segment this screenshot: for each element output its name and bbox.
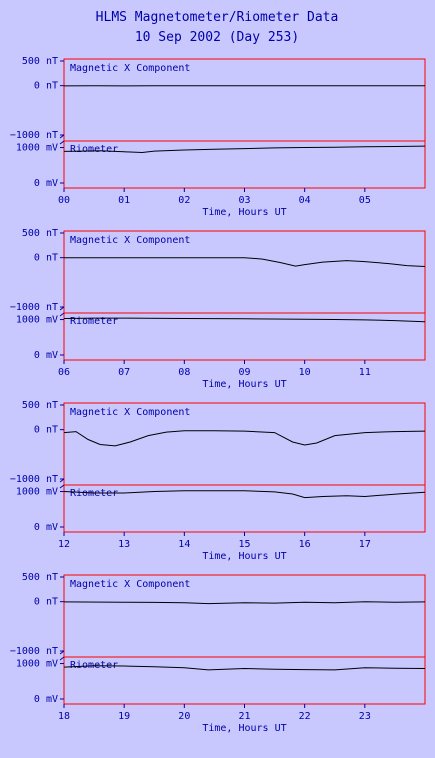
magnetic-y-tick-label: −1000 nT: [10, 646, 58, 657]
x-tick-label: 06: [58, 367, 70, 378]
magnetic-panel-label: Magnetic X Component: [70, 579, 190, 590]
x-tick-label: 16: [299, 539, 311, 550]
riometer-panel-label: Riometer: [70, 488, 118, 499]
x-tick-label: 05: [359, 195, 371, 206]
x-tick-label: 10: [299, 367, 311, 378]
x-tick-label: 22: [299, 711, 311, 722]
riometer-y-tick-label: 1000 mV: [16, 315, 58, 326]
magnetic-y-tick-label: −1000 nT: [10, 130, 58, 141]
x-tick-label: 19: [118, 711, 130, 722]
x-tick-label: 11: [359, 367, 371, 378]
x-tick-label: 01: [118, 195, 130, 206]
riometer-y-tick-label: 0 mV: [34, 522, 58, 533]
magnetic-y-tick-label: 0 nT: [34, 81, 58, 92]
magnetic-series-line: [63, 430, 426, 447]
x-axis-label: Time, Hours UT: [202, 551, 286, 562]
magnetic-y-tick-label: 500 nT: [22, 228, 58, 239]
magnetic-y-tick-label: 0 nT: [34, 597, 58, 608]
x-tick-label: 13: [118, 539, 130, 550]
x-tick-label: 21: [238, 711, 250, 722]
riometer-y-tick-label: 0 mV: [34, 350, 58, 361]
x-tick-label: 23: [359, 711, 371, 722]
riometer-y-tick-label: 0 mV: [34, 694, 58, 705]
x-tick-label: 15: [238, 539, 250, 550]
x-tick-label: 00: [58, 195, 70, 206]
riometer-y-tick-label: 1000 mV: [16, 487, 58, 498]
x-axis-label: Time, Hours UT: [202, 207, 286, 218]
magnetic-y-tick-label: 500 nT: [22, 572, 58, 583]
riometer-series-line: [63, 145, 426, 154]
panel-0: Magnetic X Component Riometer 500 nT 0 nT −1…: [10, 56, 426, 218]
x-axis-label: Time, Hours UT: [202, 379, 286, 390]
x-axis-label: Time, Hours UT: [202, 723, 286, 734]
riometer-series-line: [63, 490, 426, 499]
panel-1: Magnetic X Component Riometer 500 nT 0 nT −1…: [10, 228, 426, 390]
chart-subtitle: 10 Sep 2002 (Day 253): [135, 30, 299, 45]
magnetic-y-tick-label: 0 nT: [34, 425, 58, 436]
x-tick-label: 08: [178, 367, 190, 378]
axis-break-mark: [59, 478, 65, 489]
x-tick-label: 12: [58, 539, 70, 550]
riometer-panel-label: Riometer: [70, 316, 118, 327]
x-tick-label: 09: [238, 367, 250, 378]
riometer-panel-label: Riometer: [70, 144, 118, 155]
magnetic-y-tick-label: −1000 nT: [10, 474, 58, 485]
magnetic-y-tick-label: 0 nT: [34, 253, 58, 264]
riometer-y-tick-label: 1000 mV: [16, 659, 58, 670]
magnetic-y-tick-label: −1000 nT: [10, 302, 58, 313]
axis-break-mark: [59, 134, 65, 145]
axis-break-mark: [59, 650, 65, 661]
magnetic-y-tick-label: 500 nT: [22, 56, 58, 67]
x-tick-label: 03: [238, 195, 250, 206]
x-tick-label: 17: [359, 539, 371, 550]
x-tick-label: 20: [178, 711, 190, 722]
x-tick-label: 02: [178, 195, 190, 206]
x-tick-label: 18: [58, 711, 70, 722]
x-tick-label: 07: [118, 367, 130, 378]
riometer-series-line: [63, 317, 426, 323]
magnetic-panel-label: Magnetic X Component: [70, 407, 190, 418]
panel-group: Magnetic X Component Riometer 500 nT 0 nT −1…: [10, 56, 426, 734]
magnetic-y-tick-label: 500 nT: [22, 400, 58, 411]
magnetic-panel-label: Magnetic X Component: [70, 235, 190, 246]
riometer-series-line: [63, 665, 426, 671]
riometer-y-tick-label: 0 mV: [34, 178, 58, 189]
magnetic-series-line: [64, 257, 426, 267]
panel-2: Magnetic X Component Riometer 500 nT 0 nT −1…: [10, 400, 426, 562]
magnetic-series-line: [63, 601, 426, 605]
chart-title: HLMS Magnetometer/Riometer Data: [96, 10, 339, 25]
riometer-y-tick-label: 1000 mV: [16, 143, 58, 154]
axis-break-mark: [59, 306, 65, 317]
x-tick-label: 14: [178, 539, 190, 550]
magnetic-panel-label: Magnetic X Component: [70, 63, 190, 74]
x-tick-label: 04: [299, 195, 311, 206]
